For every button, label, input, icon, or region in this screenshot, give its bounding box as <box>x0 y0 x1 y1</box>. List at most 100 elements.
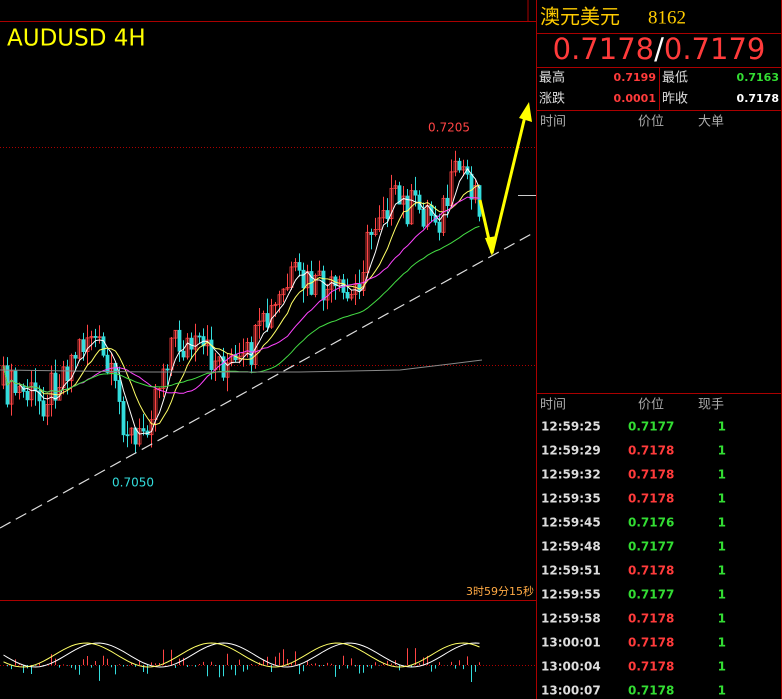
trade-time: 12:59:48 <box>541 540 601 554</box>
candle-body <box>29 382 34 401</box>
candle-body <box>25 390 30 401</box>
candle-body <box>393 185 398 189</box>
column-header: 现手 <box>698 398 724 413</box>
quote-stats: 最高 0.7199 最低 0.7163 涨跌 0.0001 昨收 0.7178 <box>539 70 779 107</box>
trade-volume: 1 <box>718 612 726 626</box>
stat-value: 0.0001 <box>614 92 656 105</box>
ask: 0.7179 <box>664 32 765 66</box>
candle-body <box>197 335 202 338</box>
column-header: 价位 <box>638 398 664 413</box>
trade-volume: 1 <box>718 660 726 674</box>
candle-body <box>129 427 134 436</box>
trade-volume: 1 <box>718 540 726 554</box>
candle-body <box>217 356 222 362</box>
trade-time: 12:59:35 <box>541 492 601 506</box>
trade-price: 0.7178 <box>628 660 674 674</box>
candle-body <box>13 370 18 393</box>
candle-body <box>125 434 130 437</box>
trade-price: 0.7176 <box>628 516 674 530</box>
candle-body <box>365 231 370 274</box>
candle-body <box>353 284 358 295</box>
column-header: 大单 <box>698 115 724 130</box>
trade-price: 0.7177 <box>628 420 674 434</box>
trade-price: 0.7177 <box>628 540 674 554</box>
candle-body <box>317 270 322 276</box>
trade-time: 13:00:01 <box>541 636 601 650</box>
countdown: 3时59分15秒 <box>466 584 534 598</box>
trade-volume: 1 <box>718 564 726 578</box>
candle-body <box>265 313 270 328</box>
candle-body <box>369 231 374 235</box>
stat-value: 0.7163 <box>737 71 779 84</box>
candle-body <box>97 336 102 339</box>
candle-body <box>93 336 98 338</box>
candle-body <box>313 274 318 295</box>
candle-body <box>445 197 450 207</box>
symbol-name: 澳元美元 <box>540 5 620 29</box>
candle-body <box>457 160 462 171</box>
osc-line <box>3 642 480 668</box>
candle-body <box>301 269 306 289</box>
candle-body <box>9 370 14 405</box>
stat-label: 最低 <box>662 71 688 86</box>
trade-time: 13:00:07 <box>541 684 601 698</box>
trade-volume: 1 <box>718 684 726 698</box>
candle-body <box>209 339 214 371</box>
candle-body <box>165 368 170 371</box>
ma-line <box>0 359 483 373</box>
trade-price: 0.7177 <box>628 588 674 602</box>
trade-volume: 1 <box>718 492 726 506</box>
quote-price: 0.7178/0.7179 <box>553 32 766 66</box>
trade-time: 12:59:29 <box>541 444 601 458</box>
stat-value: 0.7178 <box>737 92 779 105</box>
candle-body <box>389 187 394 220</box>
arrow-head <box>485 236 497 256</box>
candle-body <box>221 356 226 378</box>
candle-body <box>137 428 142 445</box>
candle-body <box>273 303 278 307</box>
candle-body <box>181 350 186 358</box>
candle-body <box>345 291 350 299</box>
candle-body <box>65 366 70 382</box>
candles <box>0 150 483 454</box>
stat-label: 昨收 <box>662 92 688 107</box>
candle-body <box>69 354 74 382</box>
candle-body <box>437 221 442 233</box>
candle-body <box>397 185 402 205</box>
trade-price: 0.7178 <box>628 612 674 626</box>
candle-body <box>453 160 458 173</box>
candle-body <box>161 368 166 389</box>
candle-body <box>261 313 266 322</box>
trade-price: 0.7178 <box>628 468 674 482</box>
candle-body <box>409 190 414 225</box>
candle-body <box>189 337 194 350</box>
candle-body <box>101 336 106 356</box>
candle-body <box>441 197 446 233</box>
candle-body <box>225 362 230 378</box>
trade-time: 12:59:55 <box>541 588 601 602</box>
candle-body <box>89 336 94 339</box>
trades: 时间 价位 现手 12:59:25 0.7177 1 12:59:29 0.7178 1 12:5… <box>540 398 726 698</box>
trade-price: 0.7178 <box>628 636 674 650</box>
trade-volume: 1 <box>718 444 726 458</box>
candle-body <box>413 190 418 196</box>
high-label: 0.7205 <box>428 121 470 135</box>
candle-body <box>173 329 178 339</box>
trade-price: 0.7178 <box>628 684 674 698</box>
bid: 0.7178 <box>553 32 654 66</box>
trade-time: 13:00:04 <box>541 660 601 674</box>
trade-time: 12:59:45 <box>541 516 601 530</box>
candle-body <box>241 352 246 357</box>
candle-body <box>293 262 298 268</box>
trade-price: 0.7178 <box>628 564 674 578</box>
stat-label: 最高 <box>539 70 565 86</box>
candle-body <box>77 339 82 359</box>
candle-body <box>277 294 282 305</box>
ma-line <box>3 196 480 394</box>
ma-line <box>3 225 480 393</box>
candle-body <box>381 210 386 219</box>
candle-body <box>141 428 146 432</box>
candle-body <box>193 335 198 350</box>
